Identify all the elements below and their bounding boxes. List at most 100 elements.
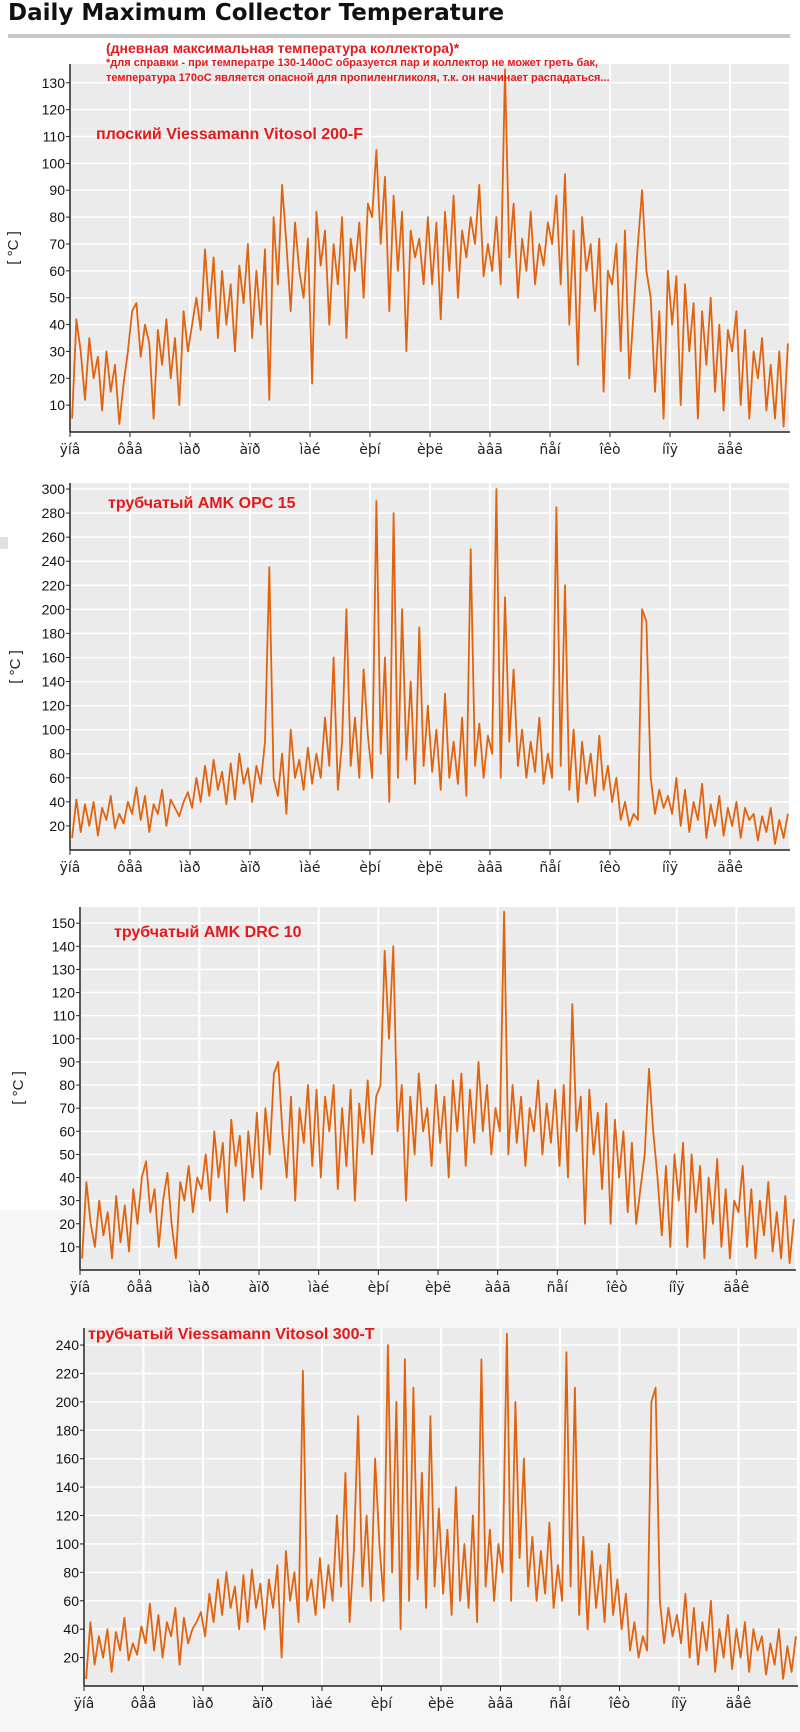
chart-2-ytick-label: 40 <box>49 794 65 810</box>
chart-3-xtick-label: àâã <box>485 1280 511 1296</box>
chart-3-ytick-label: 90 <box>59 1054 75 1070</box>
chart-4-ytick-label: 120 <box>56 1508 80 1524</box>
chart-4-ytick-label: 60 <box>63 1593 79 1609</box>
chart-3-ytick-label: 40 <box>59 1170 75 1186</box>
chart-2-xtick-label: ìàé <box>298 860 320 876</box>
chart-4-ytick-label: 220 <box>56 1365 80 1381</box>
chart-4-xtick-label: íîÿ <box>671 1696 687 1712</box>
chart-1-xtick-label: äåê <box>717 441 743 458</box>
chart-3-ytick-label: 10 <box>59 1239 75 1255</box>
chart-4-ytick-label: 160 <box>56 1451 80 1467</box>
chart-3-ytick-label: 60 <box>59 1123 75 1139</box>
chart-3-xtick-label: íîÿ <box>669 1280 685 1296</box>
chart-3-xtick-label: àïð <box>248 1280 269 1296</box>
chart-1-xtick-label: àïð <box>239 442 260 458</box>
chart-2-xtick-label: íîÿ <box>662 860 678 876</box>
chart-3-ytick-label: 130 <box>52 961 76 977</box>
note-line-1: *для справки - при температре 130-140оС … <box>106 57 598 69</box>
chart-1-xtick-label: ìàé <box>298 442 320 458</box>
chart-2-ytick-label: 260 <box>42 529 66 545</box>
chart-4-series-label: трубчатый Viessamann Vitosol 300-T <box>88 1326 375 1343</box>
chart-1-xtick-label: îêò <box>598 442 620 458</box>
chart-1-y-axis-label: [ °C ] <box>5 231 22 265</box>
chart-4-ytick-label: 20 <box>63 1650 79 1666</box>
chart-3-ytick-label: 100 <box>52 1031 76 1047</box>
chart-4-ytick-label: 100 <box>56 1536 80 1552</box>
chart-2-ytick-label: 160 <box>42 649 66 665</box>
chart-4-xtick-label: ñåí <box>549 1695 571 1712</box>
chart-2-ytick-label: 120 <box>42 698 66 714</box>
chart-2-ytick-label: 140 <box>42 674 66 690</box>
chart-2-y-axis-label: [ °C ] <box>7 650 24 684</box>
chart-3-ytick-label: 120 <box>52 985 76 1001</box>
chart-4-ytick-label: 80 <box>63 1564 79 1580</box>
chart-2-series-label: трубчатый AMK OPC 15 <box>108 495 296 512</box>
chart-4-ytick-label: 40 <box>63 1621 79 1637</box>
chart-3-ytick-label: 70 <box>59 1100 75 1116</box>
chart-1-xtick-label: íîÿ <box>662 442 678 458</box>
chart-1-xtick-label: èþë <box>417 442 443 458</box>
chart-3-xtick-label: ÿíâ <box>70 1280 91 1296</box>
chart-3-y-axis-label: [ °C ] <box>10 1071 27 1105</box>
chart-3-ytick-label: 110 <box>53 1008 76 1024</box>
chart-4-series-line <box>85 1332 797 1680</box>
chart-2-xtick-label: àâã <box>477 860 503 876</box>
chart-3-xtick-label: ìàð <box>188 1280 210 1296</box>
chart-2-xtick-label: îêò <box>598 860 620 876</box>
chart-2-series-line <box>71 488 789 845</box>
chart-1-ytick-label: 80 <box>49 209 65 225</box>
chart-1-series-label: плоский Viessamann Vitosol 200-F <box>96 126 363 143</box>
chart-1-ytick-label: 90 <box>49 182 65 198</box>
chart-2-ytick-label: 180 <box>42 625 66 641</box>
chart-1-xtick-label: ñåí <box>539 441 561 458</box>
chart-3-ytick-label: 20 <box>59 1216 75 1232</box>
chart-2-xtick-label: èþí <box>359 860 382 876</box>
chart-1-ytick-label: 50 <box>49 290 65 306</box>
chart-1-ytick-label: 60 <box>49 263 65 279</box>
chart-2-xtick-label: ÿíâ <box>60 860 81 876</box>
chart-2-xtick-label: èþë <box>417 860 443 876</box>
note-heading: (дневная максимальная температура коллек… <box>106 40 460 56</box>
chart-1-xtick-label: ôåâ <box>117 441 143 458</box>
page-title: Daily Maximum Collector Temperature <box>8 0 505 26</box>
chart-4-xtick-label: îêò <box>608 1696 630 1712</box>
chart-1-ytick-label: 30 <box>49 343 65 359</box>
chart-3-xtick-label: èþí <box>368 1280 391 1296</box>
chart-2-ytick-label: 200 <box>42 601 66 617</box>
chart-4-xtick-label: ôåâ <box>131 1695 157 1712</box>
chart-3-ytick-label: 150 <box>52 915 76 931</box>
chart-1-ytick-label: 110 <box>43 129 66 145</box>
title-divider <box>8 34 790 38</box>
chart-3-ytick-label: 50 <box>59 1146 75 1162</box>
chart-4-ytick-label: 180 <box>56 1422 80 1438</box>
page-edge-marker <box>0 537 8 549</box>
chart-3-xtick-label: ñåí <box>547 1279 569 1296</box>
chart-4-xtick-label: èþë <box>428 1696 454 1712</box>
chart-2-xtick-label: ôåâ <box>117 859 143 876</box>
chart-4-ytick-label: 240 <box>56 1337 80 1353</box>
chart-1-ytick-label: 40 <box>49 317 65 333</box>
chart-1-ytick-label: 120 <box>42 102 66 118</box>
chart-4-xtick-label: ÿíâ <box>74 1696 95 1712</box>
chart-3-xtick-label: äåê <box>723 1279 749 1296</box>
chart-1-xtick-label: àâã <box>477 442 503 458</box>
chart-2-xtick-label: ìàð <box>178 860 200 876</box>
chart-3-xtick-label: ìàé <box>307 1280 329 1296</box>
chart-4-xtick-label: äåê <box>726 1695 752 1712</box>
chart-2-ytick-label: 80 <box>49 746 65 762</box>
chart-3-ytick-label: 30 <box>59 1193 75 1209</box>
chart-2-ytick-label: 240 <box>42 553 66 569</box>
chart-3-series-label: трубчатый AMK DRC 10 <box>114 924 302 941</box>
chart-1-series-line <box>71 68 789 428</box>
chart-4-ytick-label: 200 <box>56 1394 80 1410</box>
chart-2-ytick-label: 220 <box>42 577 66 593</box>
chart-4-xtick-label: ìàé <box>310 1696 332 1712</box>
chart-4-ytick-label: 140 <box>56 1479 80 1495</box>
chart-4-xtick-label: èþí <box>371 1696 394 1712</box>
chart-2-ytick-label: 60 <box>49 770 65 786</box>
chart-2-ytick-label: 280 <box>42 505 66 521</box>
chart-3-xtick-label: îêò <box>605 1280 627 1296</box>
chart-3-ytick-label: 140 <box>52 938 76 954</box>
note-line-2: температура 170оС является опасной для п… <box>106 72 610 84</box>
chart-1-ytick-label: 10 <box>49 397 65 413</box>
